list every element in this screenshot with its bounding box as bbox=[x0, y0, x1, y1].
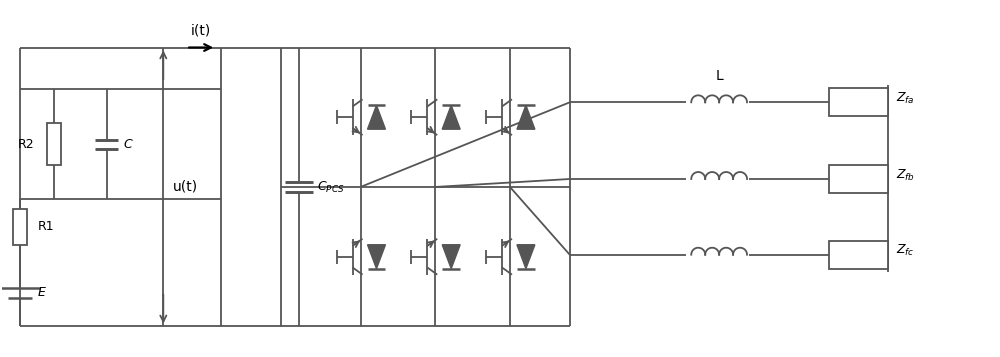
Text: u(t): u(t) bbox=[173, 180, 198, 194]
Text: $Z_{fa}$: $Z_{fa}$ bbox=[896, 91, 915, 106]
Text: R2: R2 bbox=[18, 138, 34, 151]
Polygon shape bbox=[442, 245, 460, 269]
Polygon shape bbox=[442, 105, 460, 129]
Text: $Z_{fc}$: $Z_{fc}$ bbox=[896, 243, 915, 258]
Text: C: C bbox=[123, 138, 132, 151]
Polygon shape bbox=[517, 105, 535, 129]
Polygon shape bbox=[368, 105, 385, 129]
Bar bbox=[829, 241, 888, 269]
Text: L: L bbox=[715, 69, 723, 84]
Text: i(t): i(t) bbox=[191, 24, 211, 37]
Bar bbox=[829, 165, 888, 193]
Polygon shape bbox=[517, 245, 535, 269]
Bar bbox=[47, 123, 61, 165]
Text: E: E bbox=[38, 286, 46, 299]
Text: $C_{PCS}$: $C_{PCS}$ bbox=[317, 180, 344, 195]
Bar bbox=[13, 209, 27, 245]
Text: R1: R1 bbox=[38, 220, 54, 233]
Bar bbox=[829, 88, 888, 116]
Polygon shape bbox=[368, 245, 385, 269]
Text: $Z_{fb}$: $Z_{fb}$ bbox=[896, 167, 916, 182]
